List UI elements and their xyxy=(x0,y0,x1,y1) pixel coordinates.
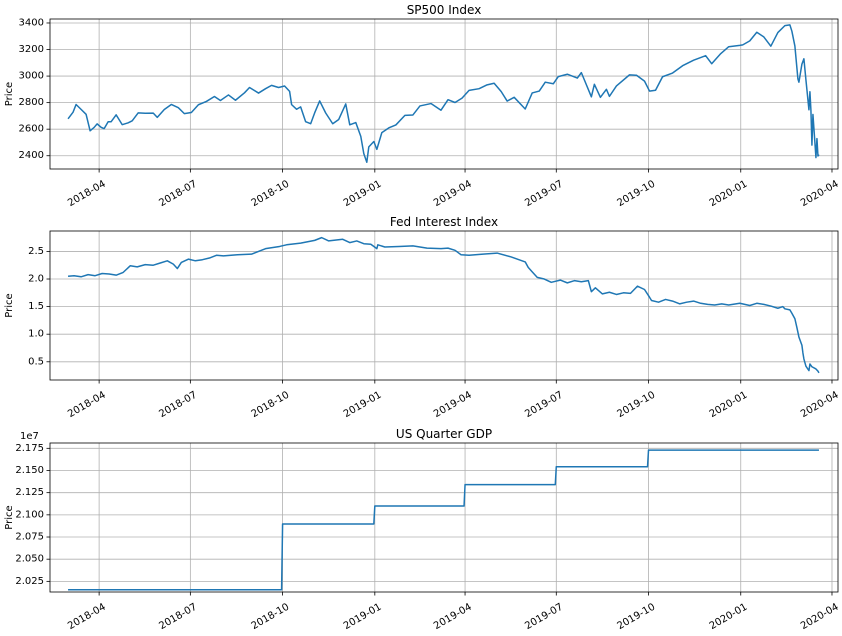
chart-panel-3: 2018-04 2018-07 2018-10 2019-01 2019-04 2019-… xyxy=(4,427,841,632)
x-tick-label: 2018-07 xyxy=(157,179,199,209)
x-tick-label: 2019-07 xyxy=(523,602,565,632)
x-tick-label: 2020-04 xyxy=(799,602,841,632)
y-tick-label: 2.5 xyxy=(28,246,44,257)
x-tick-label: 2018-10 xyxy=(250,390,292,420)
x-tick-label: 2019-10 xyxy=(616,390,658,420)
x-tick-label: 2019-04 xyxy=(432,179,474,209)
chart-title: SP500 Index xyxy=(407,3,482,17)
y-tick-label: 0.5 xyxy=(28,356,44,367)
x-tick-label: 2020-01 xyxy=(708,602,750,632)
x-tick-label: 2018-10 xyxy=(250,179,292,209)
x-tick-label: 2018-04 xyxy=(66,602,108,632)
y-tick-label: 2600 xyxy=(19,124,44,135)
grid xyxy=(50,231,838,380)
x-tick-label: 2019-10 xyxy=(616,602,658,632)
x-tick-label: 2020-01 xyxy=(708,390,750,420)
x-tick-label: 2018-07 xyxy=(157,390,199,420)
y-tick-label: 2.050 xyxy=(15,554,44,565)
y-tick-label: 2800 xyxy=(19,97,44,108)
x-tick-label: 2019-07 xyxy=(523,390,565,420)
y-tick-label: 2.100 xyxy=(15,509,44,520)
y-tick-label: 1.0 xyxy=(28,329,44,340)
x-tick-label: 2018-04 xyxy=(66,179,108,209)
x-tick-label: 2020-04 xyxy=(799,179,841,209)
y-axis-label: Price xyxy=(4,82,15,106)
x-tick-label: 2019-10 xyxy=(616,179,658,209)
x-tick-label: 2019-04 xyxy=(432,602,474,632)
y-tick-label: 2.125 xyxy=(15,487,44,498)
series-line xyxy=(68,449,819,591)
x-tick-label: 2018-10 xyxy=(250,602,292,632)
chart-panel-1: 2018-04 2018-07 2018-10 2019-01 2019-04 2019-… xyxy=(4,3,841,209)
y-tick-label: 3200 xyxy=(19,44,44,55)
x-tick-label: 2019-07 xyxy=(523,179,565,209)
y-tick-label: 1.5 xyxy=(28,301,44,312)
plot-frame xyxy=(49,230,839,381)
y-tick-label: 2.175 xyxy=(15,443,44,454)
series-line xyxy=(67,24,820,163)
y-axis-label: Price xyxy=(4,293,15,317)
y-tick-label: 3400 xyxy=(19,17,44,28)
x-tick-label: 2020-04 xyxy=(799,390,841,420)
y-tick-label: 2.075 xyxy=(15,532,44,543)
x-tick-label: 2020-01 xyxy=(708,179,750,209)
chart-title: Fed Interest Index xyxy=(390,215,498,229)
grid xyxy=(50,19,838,169)
x-tick-label: 2018-07 xyxy=(157,602,199,632)
y-tick-label: 2.0 xyxy=(28,274,44,285)
y-axis-label: Price xyxy=(4,505,15,529)
y-tick-label: 3000 xyxy=(19,71,44,82)
series-line xyxy=(67,236,820,374)
x-tick-label: 2019-01 xyxy=(342,390,384,420)
chart-panel-2: 2018-04 2018-07 2018-10 2019-01 2019-04 2019-… xyxy=(4,215,841,420)
x-tick-label: 2019-04 xyxy=(432,390,474,420)
y-tick-label: 2.025 xyxy=(15,576,44,587)
y-tick-label: 2400 xyxy=(19,150,44,161)
chart-title: US Quarter GDP xyxy=(396,427,492,441)
x-tick-label: 2019-01 xyxy=(342,602,384,632)
x-tick-label: 2018-04 xyxy=(66,390,108,420)
plot-frame xyxy=(49,18,839,170)
plot-frame xyxy=(49,442,839,593)
x-tick-label: 2019-01 xyxy=(342,179,384,209)
y-offset-label: 1e7 xyxy=(20,431,39,442)
grid xyxy=(50,443,838,592)
y-tick-label: 2.150 xyxy=(15,465,44,476)
